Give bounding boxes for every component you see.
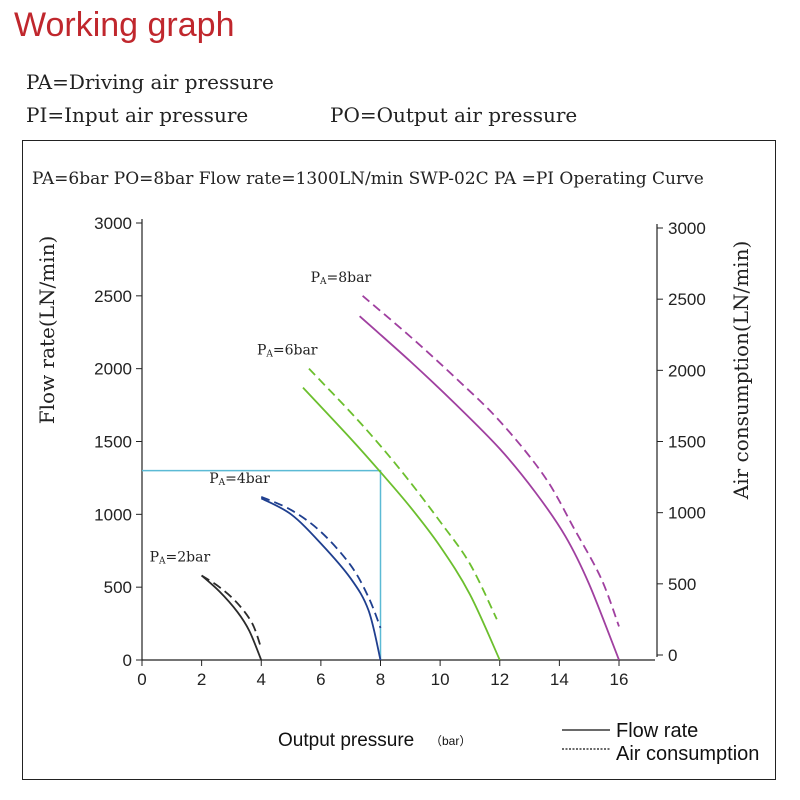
y-left-tick-label: 1000 bbox=[94, 505, 132, 524]
y-right-tick-label: 1500 bbox=[668, 433, 706, 452]
definition-po: PO=Output air pressure bbox=[330, 103, 578, 127]
curve-label-pa2: PA=2bar bbox=[150, 550, 211, 567]
x-tick-label: 10 bbox=[431, 670, 450, 689]
flow-curve-pa2 bbox=[201, 574, 263, 661]
legend-flow-label: Flow rate bbox=[616, 720, 698, 742]
y-left-tick-label: 1500 bbox=[94, 433, 132, 452]
y-right-tick-label: 2000 bbox=[668, 361, 706, 380]
x-axis-unit: （bar） bbox=[430, 734, 471, 748]
flow-curve-pa4 bbox=[260, 497, 382, 661]
flow-curve-pa8 bbox=[359, 315, 620, 661]
chart-labels: PA=2bar PA=4bar PA=6bar PA=8bar bbox=[150, 270, 372, 567]
y-right-tick-label: 3000 bbox=[668, 219, 706, 238]
air-curve-pa2 bbox=[201, 574, 263, 649]
operating-point-guide bbox=[142, 469, 382, 660]
legend-air-label: Air consumption bbox=[616, 743, 759, 765]
definition-pi: PI=Input air pressure bbox=[26, 103, 249, 127]
y-left-tick-label: 0 bbox=[123, 651, 132, 670]
y-right-tick-label: 1000 bbox=[668, 504, 706, 523]
x-tick-label: 6 bbox=[316, 670, 325, 689]
y-left-tick-label: 500 bbox=[104, 578, 132, 597]
x-tick-label: 16 bbox=[610, 670, 629, 689]
x-tick-label: 8 bbox=[376, 670, 385, 689]
y-right-tick-label: 2500 bbox=[668, 290, 706, 309]
y-left-tick-label: 2000 bbox=[94, 360, 132, 379]
x-tick-label: 14 bbox=[550, 670, 569, 689]
chart-curves bbox=[142, 295, 620, 661]
y-right-tick-label: 0 bbox=[668, 646, 677, 665]
curve-label-pa6: PA=6bar bbox=[257, 343, 318, 360]
y-left-tick-label: 2500 bbox=[94, 287, 132, 306]
x-tick-label: 0 bbox=[137, 670, 146, 689]
y-axis-left-title: Flow rate(LN/min) bbox=[35, 236, 59, 425]
chart-header: PA=6bar PO=8bar Flow rate=1300LN/min SWP… bbox=[32, 169, 704, 189]
y-right-tick-label: 500 bbox=[668, 575, 696, 594]
y-axis-right-title: Air consumption(LN/min) bbox=[729, 241, 753, 501]
x-axis-title: Output pressure bbox=[278, 730, 414, 751]
flow-curve-pa6 bbox=[302, 386, 501, 661]
x-tick-label: 2 bbox=[197, 670, 206, 689]
x-tick-label: 4 bbox=[257, 670, 266, 689]
curve-label-pa4: PA=4bar bbox=[209, 471, 270, 488]
chart-frame bbox=[22, 140, 776, 780]
chart-axes: 0 500 1000 1500 2000 2500 3000 0 500 1000 1500 2000… bbox=[94, 214, 706, 689]
page-title: Working graph bbox=[14, 6, 235, 44]
y-left-tick-label: 3000 bbox=[94, 214, 132, 233]
x-tick-label: 12 bbox=[490, 670, 509, 689]
definition-pa: PA=Driving air pressure bbox=[26, 70, 274, 94]
air-curve-pa4 bbox=[260, 496, 382, 629]
curve-label-pa8: PA=8bar bbox=[311, 270, 372, 287]
air-curve-pa8 bbox=[362, 295, 620, 627]
air-curve-pa6 bbox=[308, 368, 498, 620]
